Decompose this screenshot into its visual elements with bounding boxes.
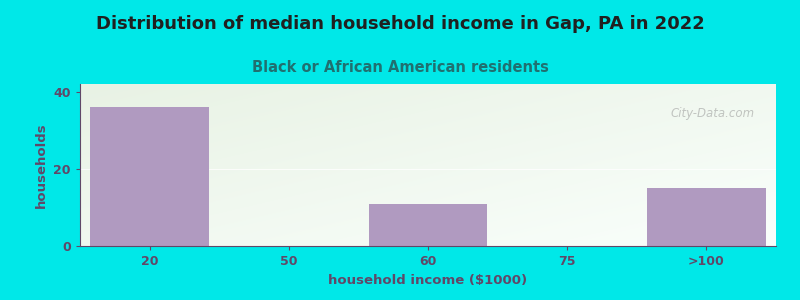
X-axis label: household income ($1000): household income ($1000) (329, 274, 527, 286)
Text: Distribution of median household income in Gap, PA in 2022: Distribution of median household income … (96, 15, 704, 33)
Text: Black or African American residents: Black or African American residents (251, 60, 549, 75)
Y-axis label: households: households (35, 122, 48, 208)
Text: City-Data.com: City-Data.com (671, 107, 755, 120)
Bar (369, 204, 487, 246)
Bar (647, 188, 766, 246)
Bar (90, 107, 209, 246)
